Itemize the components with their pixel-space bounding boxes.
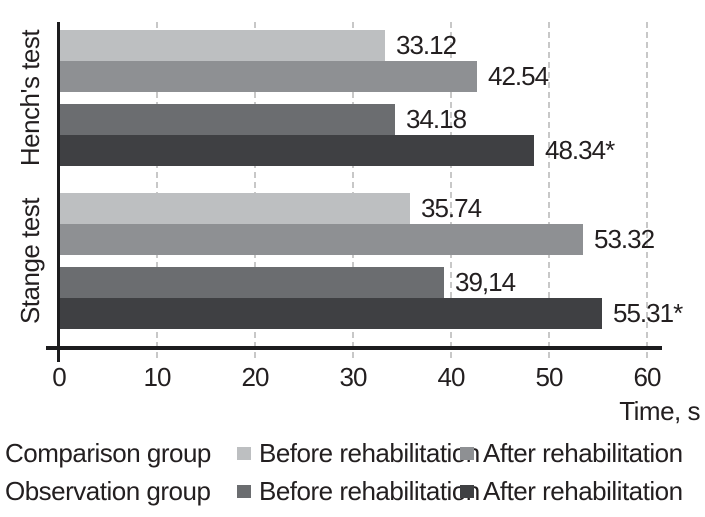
x-tick-label-50: 50 bbox=[535, 362, 564, 392]
bar bbox=[60, 193, 410, 224]
gridline-50 bbox=[548, 22, 550, 358]
legend-group-label: Observation group bbox=[5, 476, 211, 506]
x-tick-label-0: 0 bbox=[52, 362, 66, 392]
bar-value-label: 33.12 bbox=[396, 30, 457, 60]
legend-group-label: Comparison group bbox=[5, 438, 211, 468]
bar-value-label: 35.74 bbox=[421, 193, 482, 223]
x-tick-label-10: 10 bbox=[143, 362, 172, 392]
bar bbox=[60, 30, 385, 61]
x-tick-label-60: 60 bbox=[633, 362, 662, 392]
x-axis-line bbox=[46, 346, 662, 350]
legend-swatch bbox=[237, 485, 251, 498]
legend-item-label: After rehabilitation bbox=[483, 476, 683, 506]
bar bbox=[60, 135, 534, 166]
bar-value-label: 48.34* bbox=[545, 135, 615, 165]
legend-swatch bbox=[460, 447, 474, 460]
bar bbox=[60, 61, 477, 92]
legend-swatch bbox=[237, 447, 251, 460]
x-tick-label-40: 40 bbox=[437, 362, 466, 392]
bar-value-label: 55.31* bbox=[613, 298, 683, 328]
x-axis-title: Time, s bbox=[619, 396, 700, 426]
bar-value-label: 39,14 bbox=[455, 267, 516, 297]
legend-row: Comparison group Before rehabilitation Aft… bbox=[0, 438, 705, 468]
legend-swatch bbox=[460, 485, 474, 498]
gridline-60 bbox=[646, 22, 648, 358]
legend-item-label: Before rehabilitation bbox=[259, 476, 480, 506]
bar bbox=[60, 298, 602, 329]
legend-item-label: After rehabilitation bbox=[483, 438, 683, 468]
bar bbox=[60, 267, 444, 298]
y-category-label: Stange test bbox=[15, 197, 45, 325]
legend-item-label: Before rehabilitation bbox=[259, 438, 480, 468]
bar-value-label: 53.32 bbox=[594, 224, 655, 254]
gridline-40 bbox=[450, 22, 452, 358]
x-tick-label-30: 30 bbox=[339, 362, 368, 392]
bar-value-label: 34.18 bbox=[406, 104, 467, 134]
gridline-10 bbox=[156, 22, 158, 358]
gridline-20 bbox=[254, 22, 256, 358]
bar-value-label: 42.54 bbox=[488, 61, 549, 91]
y-axis-line bbox=[57, 22, 60, 362]
x-tick-label-20: 20 bbox=[241, 362, 270, 392]
gridline-30 bbox=[352, 22, 354, 358]
legend-row: Observation group Before rehabilitation Af… bbox=[0, 476, 705, 506]
bar bbox=[60, 104, 395, 135]
bar bbox=[60, 224, 583, 255]
